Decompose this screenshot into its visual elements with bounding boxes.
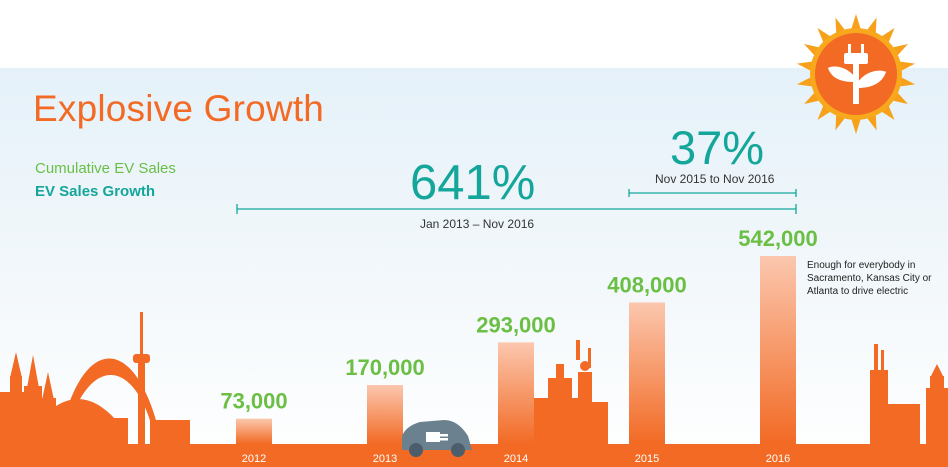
chart-title: Explosive Growth (33, 88, 325, 129)
growth-period-641: Jan 2013 – Nov 2016 (420, 217, 535, 231)
year-label-2012: 2012 (242, 453, 266, 465)
plug-sun-icon (796, 14, 916, 134)
bar-2015 (629, 302, 665, 444)
legend-sales-growth: EV Sales Growth (35, 183, 156, 200)
value-label-2013: 170,000 (345, 355, 425, 380)
growth-range-641 (236, 204, 797, 214)
growth-value-641: 641% (410, 156, 536, 210)
value-label-2015: 408,000 (607, 272, 687, 297)
year-label-2015: 2015 (635, 453, 659, 465)
year-label-2014: 2014 (504, 453, 528, 465)
bar-2013 (367, 385, 403, 444)
electric-car-icon (402, 420, 472, 457)
bar-2016 (760, 256, 796, 444)
value-label-2016: 542,000 (738, 226, 818, 251)
annotation-note: Enough for everybody in Sacramento, Kans… (807, 260, 932, 297)
growth-value-37: 37% (670, 121, 765, 174)
statue-of-liberty (534, 340, 608, 444)
ground-strip (0, 444, 948, 467)
growth-period-37: Nov 2015 to Nov 2016 (655, 172, 775, 186)
skyline-left (0, 312, 190, 444)
legend-cumulative-sales: Cumulative EV Sales (35, 160, 176, 177)
value-label-2012: 73,000 (220, 389, 287, 414)
bars-layer: 73,000 2012 170,000 2013 293,000 2014 408,000 2… (220, 226, 817, 465)
bar-2012 (236, 418, 272, 444)
year-label-2016: 2016 (766, 453, 790, 465)
year-label-2013: 2013 (373, 453, 397, 465)
value-label-2014: 293,000 (476, 312, 556, 337)
bar-2014 (498, 342, 534, 444)
growth-range-37 (628, 189, 797, 197)
skyline-right (870, 344, 948, 444)
